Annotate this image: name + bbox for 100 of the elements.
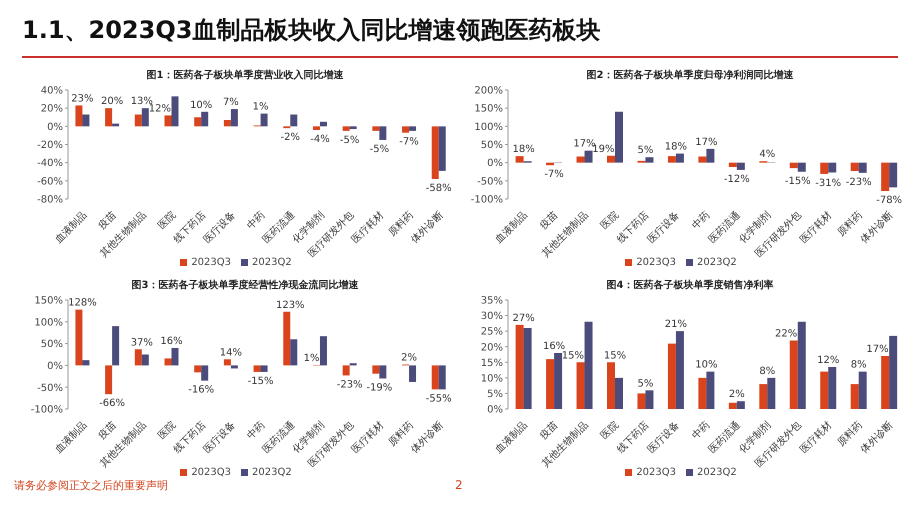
data-label: 18% (664, 142, 688, 153)
data-label: 1% (252, 102, 269, 113)
data-label: 16% (542, 340, 566, 352)
y-tick-label: 50% (40, 339, 63, 350)
data-label: -58% (426, 183, 452, 194)
bar (82, 114, 90, 126)
data-label: 128% (68, 298, 97, 309)
bar (230, 365, 238, 368)
data-label: 22% (775, 328, 798, 340)
chart-title: 图1：医药各子板块单季度营业收入同比增速 (146, 68, 344, 82)
text: 请务必参阅正文之后的重要声明 (14, 478, 168, 493)
legend-label: 2023Q2 (252, 257, 292, 268)
bar (409, 126, 416, 131)
data-label: -78% (876, 195, 902, 206)
bar (828, 366, 836, 409)
bar (524, 328, 532, 409)
bar (112, 326, 120, 366)
data-label: -19% (366, 382, 392, 394)
bar (554, 352, 562, 409)
y-tick-label: 30% (480, 311, 503, 322)
bar (134, 349, 142, 366)
bar (350, 126, 357, 130)
legend-label: 2023Q3 (191, 257, 231, 268)
y-tick-label: 0% (47, 122, 63, 133)
y-tick-label: -50% (37, 382, 63, 394)
bar (260, 114, 268, 126)
data-label: -31% (815, 178, 842, 189)
legend-label: 2023Q2 (697, 467, 737, 478)
bar (290, 114, 298, 126)
bar (615, 378, 623, 409)
bar (858, 162, 867, 173)
x-tick-label: 疫苗 (96, 418, 119, 442)
x-tick-label: 中药 (244, 418, 268, 442)
data-label: -23% (846, 176, 872, 188)
bar (728, 162, 737, 168)
data-label: 123% (276, 300, 305, 311)
bar (75, 310, 82, 366)
data-label: 12% (817, 354, 840, 366)
bar (379, 365, 386, 378)
data-label: -7% (544, 169, 564, 180)
chart-title: 图3：医药各子板块单季度经营性净现金流同比增速 (130, 278, 360, 292)
y-tick-label: 0% (47, 360, 63, 372)
y-tick-label: 35% (480, 296, 503, 307)
bar (438, 126, 446, 171)
bar (194, 365, 202, 372)
data-label: 18% (512, 144, 535, 156)
y-tick-label: -50% (477, 176, 503, 188)
y-tick-label: 150% (474, 104, 503, 115)
bar (172, 96, 178, 126)
data-label: -5% (340, 134, 360, 146)
bar (607, 156, 615, 163)
y-tick-label: 0% (487, 404, 503, 416)
bar (320, 122, 327, 126)
data-label: -15% (248, 376, 274, 387)
bar (584, 322, 593, 409)
y-tick-label: 100% (34, 317, 63, 328)
bar (516, 156, 524, 163)
bar (372, 365, 380, 374)
data-label: -15% (784, 176, 811, 187)
data-label: 23% (71, 93, 94, 104)
data-label: 15% (604, 350, 626, 362)
bar (432, 365, 439, 390)
y-tick-label: 5% (487, 388, 503, 400)
bar (224, 120, 231, 126)
bar (438, 365, 446, 390)
bar (283, 312, 290, 366)
data-label: 8% (759, 366, 776, 377)
bar (676, 154, 684, 163)
bar (767, 378, 776, 409)
bar (881, 356, 890, 409)
bar (706, 372, 714, 409)
legend-label: 2023Q2 (697, 257, 737, 268)
bar (584, 150, 593, 163)
data-label: 4% (759, 149, 776, 160)
data-label: 37% (130, 337, 153, 348)
bar (105, 108, 112, 126)
bar (312, 126, 320, 130)
y-tick-label: -20% (37, 140, 63, 152)
legend-label: 2023Q3 (636, 257, 676, 268)
bar (850, 162, 859, 172)
y-tick-label: 10% (480, 373, 503, 384)
x-tick-label: 医院 (156, 418, 178, 442)
data-label: 15% (562, 350, 584, 362)
bar (889, 336, 898, 409)
bar (254, 365, 261, 372)
bar (230, 109, 238, 126)
bar (576, 156, 585, 163)
bar (698, 156, 706, 163)
y-tick-label: 200% (474, 86, 503, 97)
bar (516, 324, 524, 409)
x-tick-label: 医院 (598, 418, 621, 442)
chart-title: 图2：医药各子板块单季度归母净利润同比增速 (586, 68, 794, 82)
bar (607, 362, 615, 409)
bar (576, 362, 585, 409)
y-tick-label: -40% (37, 158, 63, 170)
y-tick-label: -80% (37, 194, 63, 206)
bar (759, 384, 768, 409)
bar (668, 344, 676, 409)
y-tick-label: 100% (474, 122, 503, 133)
data-label: -2% (280, 132, 300, 144)
